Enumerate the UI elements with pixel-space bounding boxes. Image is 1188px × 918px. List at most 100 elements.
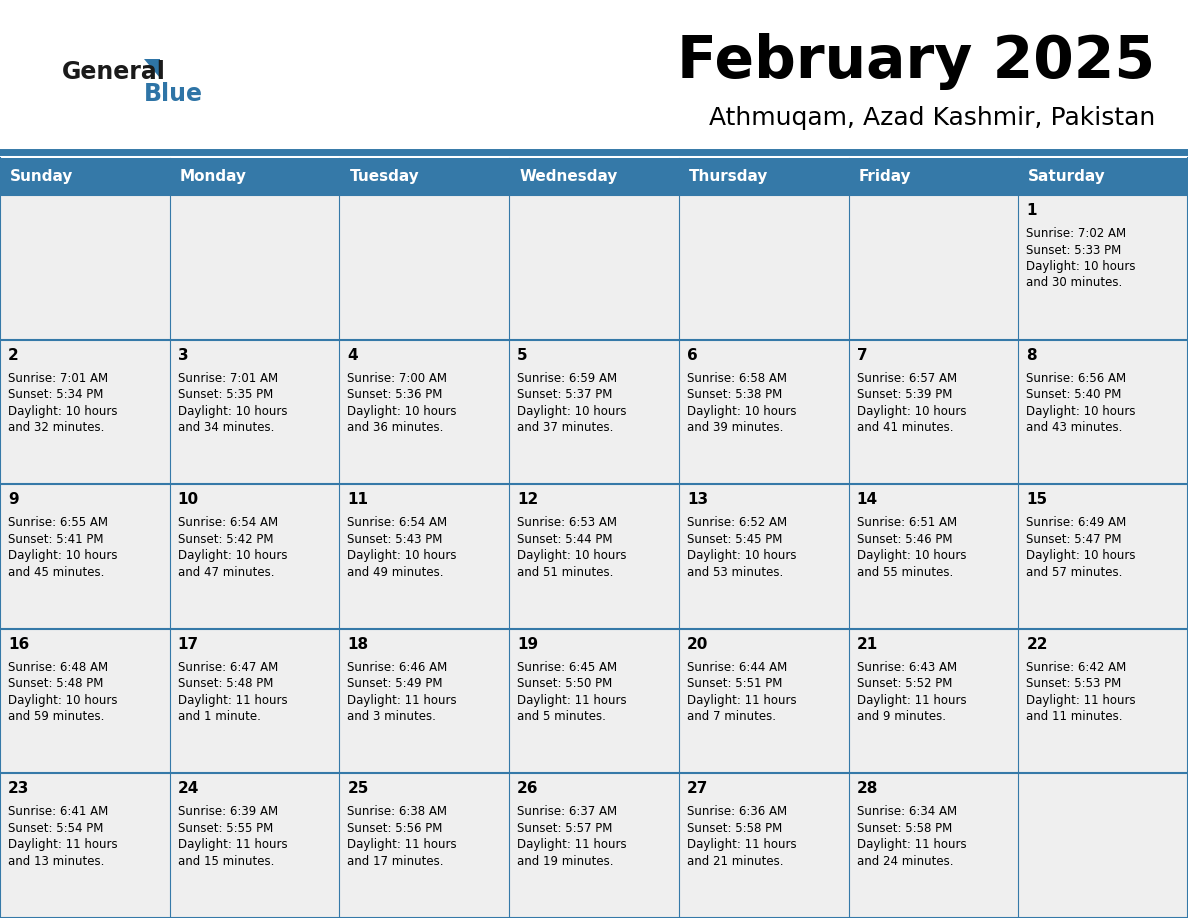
Text: Sunrise: 6:45 AM: Sunrise: 6:45 AM: [517, 661, 618, 674]
Text: 9: 9: [8, 492, 19, 508]
Text: Sunset: 5:43 PM: Sunset: 5:43 PM: [347, 532, 443, 545]
Text: and 49 minutes.: and 49 minutes.: [347, 565, 444, 578]
Text: Athmuqam, Azad Kashmir, Pakistan: Athmuqam, Azad Kashmir, Pakistan: [709, 106, 1155, 130]
Bar: [848, 158, 1018, 195]
Text: 16: 16: [8, 637, 30, 652]
Text: 7: 7: [857, 348, 867, 363]
Text: and 17 minutes.: and 17 minutes.: [347, 855, 444, 868]
Text: and 41 minutes.: and 41 minutes.: [857, 421, 953, 434]
Bar: [848, 195, 1018, 340]
Bar: [170, 340, 340, 484]
Text: Daylight: 10 hours: Daylight: 10 hours: [178, 549, 287, 562]
Text: Daylight: 11 hours: Daylight: 11 hours: [517, 838, 627, 851]
Text: Sunset: 5:50 PM: Sunset: 5:50 PM: [517, 677, 612, 690]
Text: Sunset: 5:56 PM: Sunset: 5:56 PM: [347, 822, 443, 834]
Text: Sunset: 5:52 PM: Sunset: 5:52 PM: [857, 677, 952, 690]
Bar: [510, 773, 678, 918]
Bar: [1018, 629, 1188, 773]
Text: Wednesday: Wednesday: [519, 169, 618, 184]
Text: and 57 minutes.: and 57 minutes.: [1026, 565, 1123, 578]
Text: and 32 minutes.: and 32 minutes.: [8, 421, 105, 434]
Bar: [0, 158, 170, 195]
Text: Sunrise: 6:48 AM: Sunrise: 6:48 AM: [8, 661, 108, 674]
Text: 26: 26: [517, 781, 538, 797]
Bar: [1018, 158, 1188, 195]
Text: and 3 minutes.: and 3 minutes.: [347, 711, 436, 723]
Text: Sunday: Sunday: [10, 169, 74, 184]
Text: Sunset: 5:49 PM: Sunset: 5:49 PM: [347, 677, 443, 690]
Bar: [678, 484, 848, 629]
Text: Sunset: 5:45 PM: Sunset: 5:45 PM: [687, 532, 782, 545]
Text: and 37 minutes.: and 37 minutes.: [517, 421, 613, 434]
Text: and 59 minutes.: and 59 minutes.: [8, 711, 105, 723]
Bar: [1018, 773, 1188, 918]
Bar: [848, 484, 1018, 629]
Text: Daylight: 11 hours: Daylight: 11 hours: [347, 838, 457, 851]
Text: Sunrise: 6:57 AM: Sunrise: 6:57 AM: [857, 372, 956, 385]
Text: Sunrise: 6:47 AM: Sunrise: 6:47 AM: [178, 661, 278, 674]
Text: Sunrise: 6:56 AM: Sunrise: 6:56 AM: [1026, 372, 1126, 385]
Text: Daylight: 11 hours: Daylight: 11 hours: [8, 838, 118, 851]
Text: Sunrise: 6:46 AM: Sunrise: 6:46 AM: [347, 661, 448, 674]
Text: Daylight: 10 hours: Daylight: 10 hours: [347, 405, 457, 418]
Text: 27: 27: [687, 781, 708, 797]
Bar: [340, 340, 510, 484]
Bar: [170, 158, 340, 195]
Text: Thursday: Thursday: [689, 169, 769, 184]
Text: Sunset: 5:54 PM: Sunset: 5:54 PM: [8, 822, 103, 834]
Text: Daylight: 10 hours: Daylight: 10 hours: [1026, 405, 1136, 418]
Text: 23: 23: [8, 781, 30, 797]
Text: Sunset: 5:58 PM: Sunset: 5:58 PM: [687, 822, 782, 834]
Text: 4: 4: [347, 348, 358, 363]
Text: 14: 14: [857, 492, 878, 508]
Text: Daylight: 10 hours: Daylight: 10 hours: [1026, 260, 1136, 273]
Bar: [1018, 340, 1188, 484]
Text: Sunrise: 6:41 AM: Sunrise: 6:41 AM: [8, 805, 108, 819]
Text: Sunrise: 6:51 AM: Sunrise: 6:51 AM: [857, 516, 956, 529]
Text: 1: 1: [1026, 203, 1037, 218]
Text: Daylight: 10 hours: Daylight: 10 hours: [857, 405, 966, 418]
Text: Sunrise: 6:54 AM: Sunrise: 6:54 AM: [178, 516, 278, 529]
Text: Daylight: 11 hours: Daylight: 11 hours: [857, 838, 966, 851]
Bar: [0, 773, 170, 918]
Text: Sunrise: 6:37 AM: Sunrise: 6:37 AM: [517, 805, 618, 819]
Text: 3: 3: [178, 348, 189, 363]
Text: and 39 minutes.: and 39 minutes.: [687, 421, 783, 434]
Bar: [678, 773, 848, 918]
Text: Sunrise: 6:44 AM: Sunrise: 6:44 AM: [687, 661, 788, 674]
Text: and 13 minutes.: and 13 minutes.: [8, 855, 105, 868]
Text: and 47 minutes.: and 47 minutes.: [178, 565, 274, 578]
Text: and 45 minutes.: and 45 minutes.: [8, 565, 105, 578]
Text: Daylight: 10 hours: Daylight: 10 hours: [347, 549, 457, 562]
Text: Sunset: 5:58 PM: Sunset: 5:58 PM: [857, 822, 952, 834]
Text: February 2025: February 2025: [677, 33, 1155, 91]
Text: Sunset: 5:53 PM: Sunset: 5:53 PM: [1026, 677, 1121, 690]
Bar: [510, 340, 678, 484]
Text: Sunset: 5:55 PM: Sunset: 5:55 PM: [178, 822, 273, 834]
Text: Sunrise: 6:53 AM: Sunrise: 6:53 AM: [517, 516, 617, 529]
Bar: [340, 773, 510, 918]
Text: and 15 minutes.: and 15 minutes.: [178, 855, 274, 868]
Bar: [1018, 195, 1188, 340]
Text: and 21 minutes.: and 21 minutes.: [687, 855, 783, 868]
Text: 5: 5: [517, 348, 527, 363]
Text: Daylight: 10 hours: Daylight: 10 hours: [517, 405, 626, 418]
Text: Sunset: 5:33 PM: Sunset: 5:33 PM: [1026, 243, 1121, 256]
Text: and 53 minutes.: and 53 minutes.: [687, 565, 783, 578]
Text: 28: 28: [857, 781, 878, 797]
Text: Daylight: 10 hours: Daylight: 10 hours: [687, 549, 796, 562]
Text: Sunset: 5:37 PM: Sunset: 5:37 PM: [517, 388, 613, 401]
Text: Sunset: 5:42 PM: Sunset: 5:42 PM: [178, 532, 273, 545]
Bar: [340, 629, 510, 773]
Bar: [678, 629, 848, 773]
Bar: [170, 195, 340, 340]
Text: Daylight: 11 hours: Daylight: 11 hours: [178, 838, 287, 851]
Text: Sunrise: 7:01 AM: Sunrise: 7:01 AM: [8, 372, 108, 385]
Bar: [678, 340, 848, 484]
Bar: [848, 340, 1018, 484]
Text: 22: 22: [1026, 637, 1048, 652]
Text: Daylight: 11 hours: Daylight: 11 hours: [178, 694, 287, 707]
Text: Sunset: 5:36 PM: Sunset: 5:36 PM: [347, 388, 443, 401]
Text: Friday: Friday: [859, 169, 911, 184]
Bar: [340, 484, 510, 629]
